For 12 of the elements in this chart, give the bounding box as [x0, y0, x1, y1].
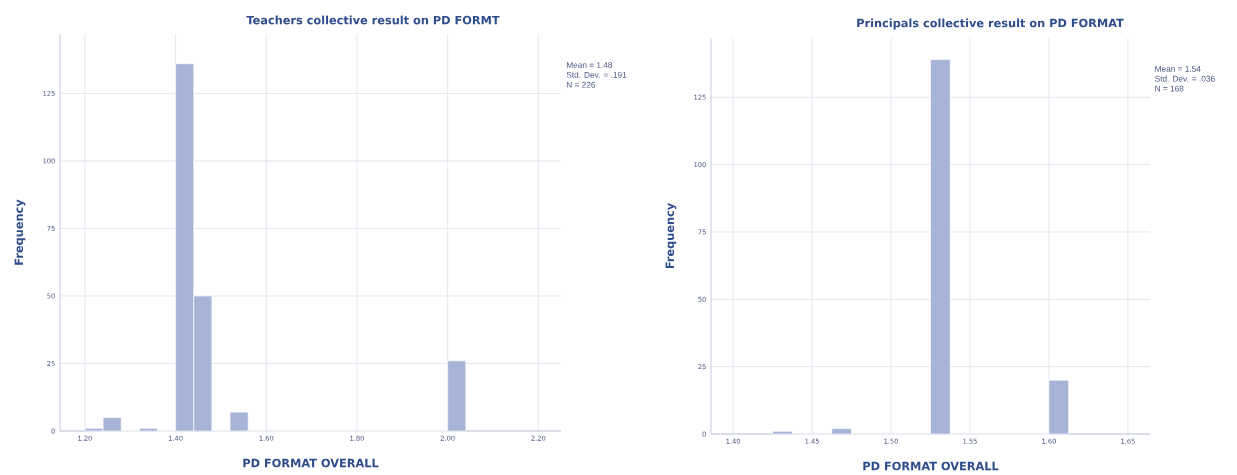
x-axis-title: PD FORMAT OVERALL — [243, 458, 379, 468]
y-axis-title: Frequency — [665, 203, 677, 269]
text: Mean = 1.54 — [1155, 66, 1201, 72]
y-axis-title: Frequency — [14, 199, 26, 265]
text: Std. Dev. = .191 — [566, 71, 627, 78]
chart-title: Teachers collective result on PD FORMT — [246, 15, 500, 25]
text: Mean = 1.48 — [566, 62, 613, 69]
text: N = 168 — [1155, 85, 1184, 92]
chart-title: Principals collective result on PD FORMAT — [857, 18, 1124, 30]
x-axis-title: PD FORMAT OVERALL — [863, 461, 999, 471]
text: N = 226 — [566, 81, 596, 88]
text: Std. Dev. = .036 — [1155, 75, 1215, 82]
